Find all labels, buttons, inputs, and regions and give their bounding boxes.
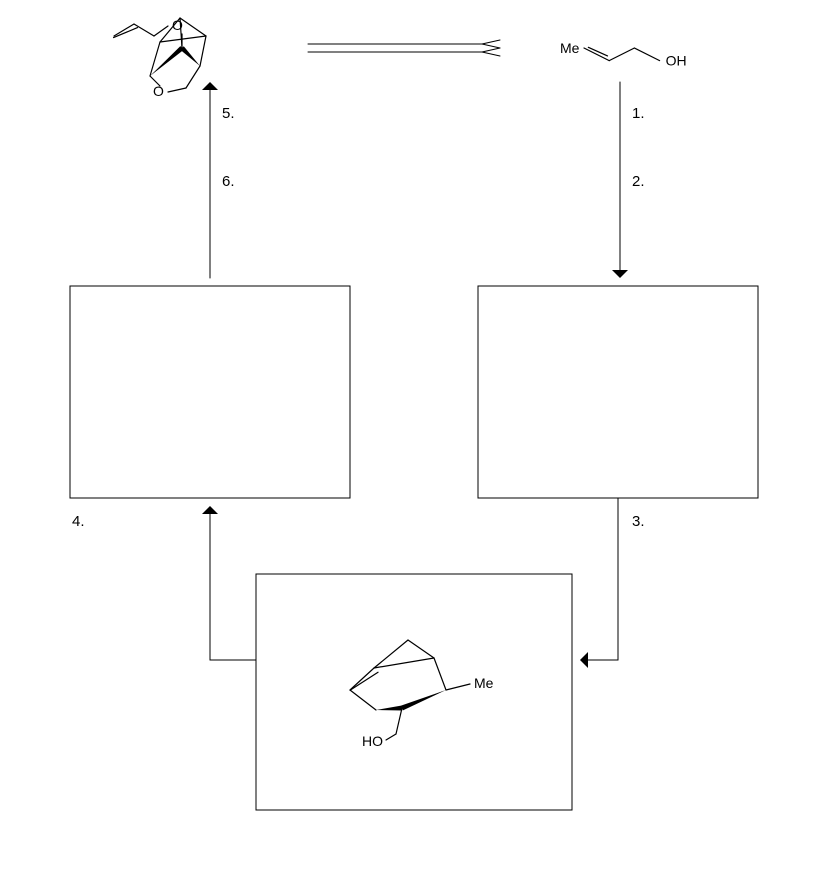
step-label: 6. <box>222 173 235 190</box>
molecule-norbornene-alcohol: Me HO <box>350 640 494 749</box>
step-label: 5. <box>222 105 235 122</box>
svg-text:O: O <box>172 17 183 33</box>
svg-text:OH: OH <box>666 53 687 69</box>
molecule-crotyl-alcohol: Me OH <box>560 40 687 69</box>
step-label: 4. <box>72 513 85 530</box>
svg-text:O: O <box>153 83 164 99</box>
svg-text:Me: Me <box>474 675 494 691</box>
step-label: 3. <box>632 513 645 530</box>
step-label: 2. <box>632 173 645 190</box>
svg-text:HO: HO <box>362 733 383 749</box>
step-label: 1. <box>632 105 645 122</box>
svg-text:Me: Me <box>560 40 580 56</box>
